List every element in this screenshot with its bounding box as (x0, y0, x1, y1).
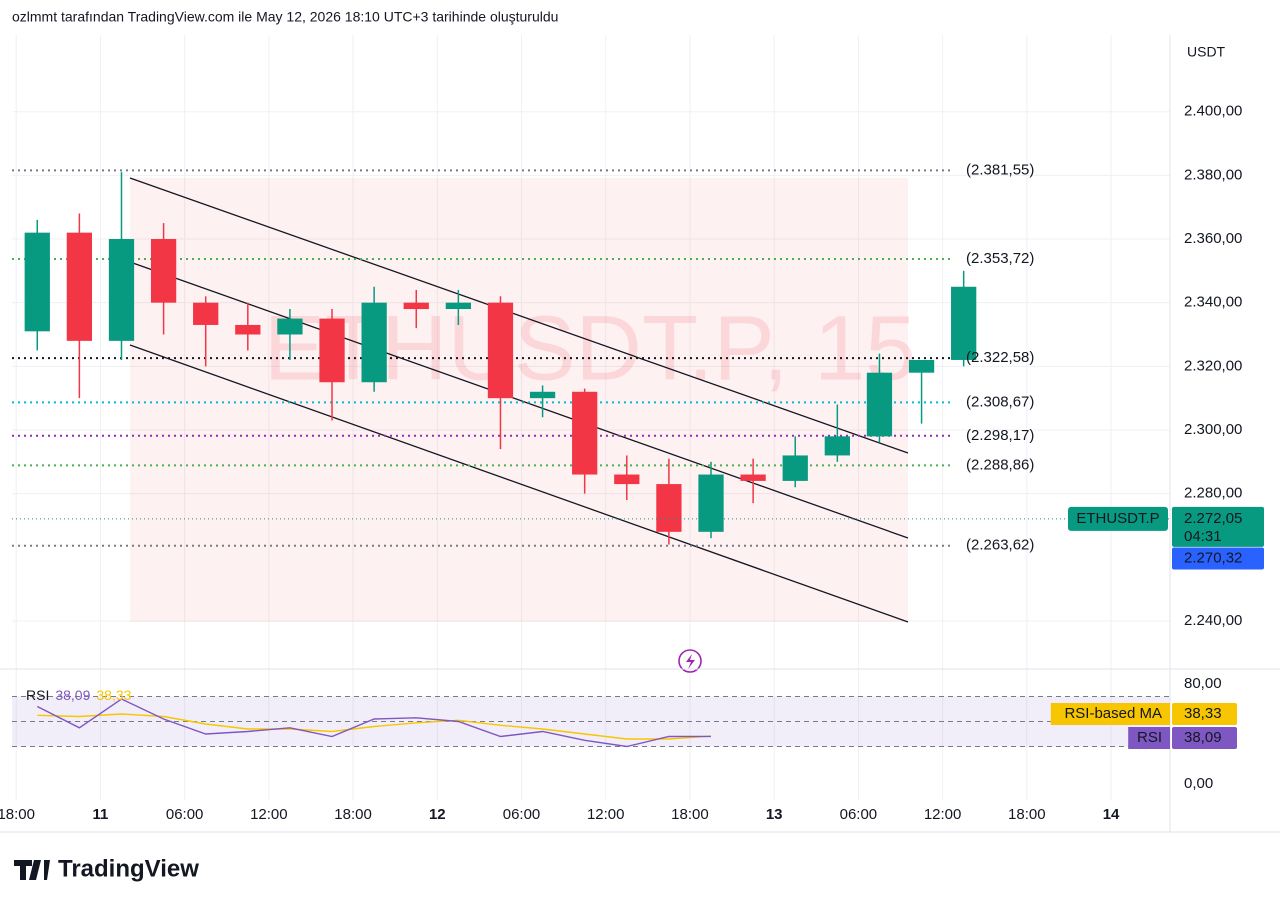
level-label: (2.322,58) (966, 349, 1034, 366)
countdown-label: 04:31 (1184, 528, 1222, 545)
rsi-tick-label: 80,00 (1184, 675, 1222, 692)
mark-price-label: 2.270,32 (1184, 549, 1242, 566)
x-tick-label: 18:00 (0, 806, 35, 823)
y-tick-label: 2.360,00 (1184, 230, 1242, 247)
y-tick-label: 2.300,00 (1184, 421, 1242, 438)
x-tick-label: 18:00 (1008, 806, 1046, 823)
y-tick-label: 2.340,00 (1184, 294, 1242, 311)
level-label: (2.308,67) (966, 393, 1034, 410)
level-label: (2.381,55) (966, 161, 1034, 178)
candle-body (614, 474, 640, 485)
rsi-value-tag (1172, 703, 1237, 725)
event-icon[interactable] (678, 649, 702, 673)
candle-body (698, 474, 724, 532)
y-tick-label: 2.320,00 (1184, 357, 1242, 374)
mark-price-tag (1172, 547, 1264, 570)
rsi-line (37, 713, 712, 740)
x-tick-label: 14 (1103, 806, 1120, 823)
rsi-name-label: RSI-based MA (1064, 705, 1162, 722)
candle-body (866, 372, 893, 437)
candle-body (403, 302, 429, 310)
logo-icon (14, 860, 50, 880)
rsi-value-label: 38,09 (1184, 729, 1222, 746)
candle-body (529, 391, 556, 399)
last-price-label: 2.272,05 (1184, 510, 1242, 527)
rsi-name-tag (1128, 727, 1170, 749)
candle-body (782, 455, 808, 481)
candle-body (824, 436, 850, 456)
x-tick-label: 06:00 (503, 806, 541, 823)
x-tick-label: 06:00 (840, 806, 878, 823)
level-label: (2.288,86) (966, 456, 1034, 473)
candle-body (445, 302, 471, 310)
channel-line (129, 177, 909, 454)
channel-line (129, 261, 909, 539)
legend-item: RSI (26, 687, 49, 703)
x-tick-label: 18:00 (334, 806, 372, 823)
x-tick-label: 18:00 (671, 806, 709, 823)
candle-body (108, 239, 135, 341)
y-tick-label: 2.380,00 (1184, 166, 1242, 183)
candle-body (235, 324, 261, 335)
y-tick-label: 2.400,00 (1184, 103, 1242, 120)
candle-body (24, 232, 50, 332)
last-price-tag (1172, 506, 1264, 547)
level-label: (2.263,62) (966, 537, 1034, 554)
candle-body (908, 359, 935, 373)
rsi-name-tag (1050, 703, 1170, 725)
rsi-name-label: RSI (1137, 729, 1162, 746)
symbol-tag (1068, 506, 1168, 531)
event-icon-bolt (686, 654, 695, 669)
x-tick-label: 12:00 (250, 806, 288, 823)
y-tick-label: 2.240,00 (1184, 612, 1242, 629)
candle-body (319, 318, 345, 383)
candle-body (66, 232, 93, 341)
x-tick-label: 12:00 (924, 806, 962, 823)
candle-body (277, 318, 303, 335)
rsi-legend: RSI 38,09 38,33 (26, 687, 132, 703)
currency: USDT (1187, 44, 1226, 60)
x-tick-label: 12 (429, 806, 446, 823)
candle-body (361, 302, 387, 383)
rsi-value-label: 38,33 (1184, 705, 1222, 722)
x-tick-label: 06:00 (166, 806, 204, 823)
symbol-tag-label: ETHUSDT.P (1076, 510, 1159, 527)
level-label: (2.353,72) (966, 250, 1034, 267)
header: ozlmmt tarafından TradingView.com ile Ma… (12, 9, 558, 25)
level-label: (2.298,17) (966, 427, 1034, 444)
channel-line (129, 344, 909, 623)
rsi-line (36, 698, 712, 748)
candle-body (656, 484, 682, 532)
candle-body (193, 302, 219, 325)
x-tick-label: 11 (92, 806, 108, 823)
rsi-tick-label: 0,00 (1184, 775, 1213, 792)
x-tick-label: 12:00 (587, 806, 625, 823)
logo-text: TradingView (58, 855, 199, 882)
candle-body (150, 239, 177, 303)
y-tick-label: 2.280,00 (1184, 485, 1242, 502)
candle-body (740, 474, 766, 481)
rsi-value-tag (1172, 727, 1237, 749)
candle-body (487, 302, 514, 399)
candle-body (951, 286, 977, 360)
legend-item: 38,33 (96, 687, 131, 703)
legend-item: 38,09 (55, 687, 90, 703)
x-tick-label: 13 (766, 806, 783, 823)
candle-body (572, 391, 598, 475)
